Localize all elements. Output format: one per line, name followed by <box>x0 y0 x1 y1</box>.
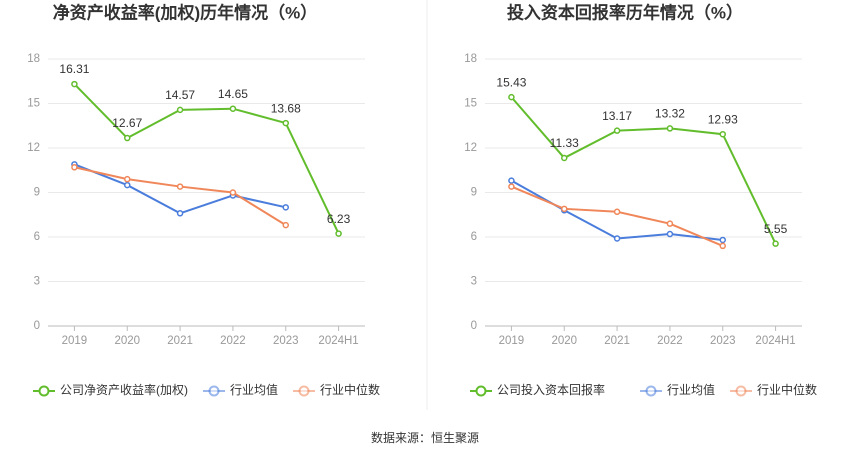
y-tick-label: 18 <box>27 53 40 65</box>
legend-label: 行业均值 <box>230 382 278 397</box>
point <box>176 183 184 190</box>
y-tick-label: 18 <box>464 53 477 65</box>
x-tick-label: 2020 <box>551 335 577 347</box>
y-tick-label: 12 <box>464 142 477 154</box>
data-label: 5.55 <box>764 222 788 236</box>
legend-marker <box>38 385 50 397</box>
point <box>124 175 131 183</box>
legend-marker <box>735 385 747 397</box>
data-label: 11.33 <box>550 136 579 150</box>
point <box>229 189 237 196</box>
point <box>282 204 289 211</box>
x-tick-label: 2024H1 <box>318 335 358 347</box>
data-label: 12.67 <box>112 116 142 130</box>
point <box>508 177 515 184</box>
point <box>71 164 78 171</box>
data-label: 13.17 <box>602 109 632 123</box>
y-tick-label: 12 <box>27 142 40 154</box>
point <box>719 130 726 138</box>
y-tick-label: 15 <box>27 98 40 110</box>
point <box>176 106 184 114</box>
legend-label: 公司投入资本回报率 <box>497 382 605 397</box>
data-label: 13.68 <box>271 101 301 115</box>
point <box>666 220 674 227</box>
point <box>719 236 726 244</box>
data-label: 6.23 <box>327 212 351 226</box>
x-tick-label: 2022 <box>657 335 683 347</box>
legend-label: 公司净资产收益率(加权) <box>60 382 188 397</box>
point <box>229 105 237 112</box>
y-tick-label: 3 <box>471 276 477 288</box>
point <box>282 119 289 127</box>
x-tick-label: 2024H1 <box>755 335 795 347</box>
chart-title: 净资产收益率(加权)历年情况（%） <box>53 2 317 22</box>
point <box>561 205 568 213</box>
y-tick-label: 9 <box>471 187 477 199</box>
point <box>666 230 674 238</box>
data-label: 14.57 <box>165 88 195 102</box>
point <box>282 221 289 229</box>
x-tick-label: 2019 <box>499 335 525 347</box>
x-tick-label: 2021 <box>604 335 630 347</box>
legend-label: 行业中位数 <box>757 382 817 397</box>
x-tick-label: 2022 <box>220 335 246 347</box>
chart-title: 投入资本回报率历年情况（%） <box>507 2 743 22</box>
y-tick-label: 6 <box>34 231 40 243</box>
y-tick-label: 15 <box>464 98 477 110</box>
point <box>666 125 674 132</box>
x-tick-label: 2023 <box>273 335 299 347</box>
y-tick-label: 0 <box>471 320 477 332</box>
legend-label: 行业中位数 <box>320 382 380 397</box>
data-label: 15.43 <box>496 75 526 89</box>
point <box>71 80 78 88</box>
x-tick-label: 2019 <box>62 335 88 347</box>
legend-marker <box>645 385 657 397</box>
series-line <box>510 96 777 245</box>
data-label: 14.65 <box>218 87 248 101</box>
x-tick-label: 2023 <box>710 335 736 347</box>
legend-marker <box>475 385 487 397</box>
y-tick-label: 6 <box>471 231 477 243</box>
data-label: 13.32 <box>655 107 685 121</box>
legend-label: 行业均值 <box>667 382 715 397</box>
legend-marker <box>298 385 310 397</box>
point <box>124 181 131 189</box>
point <box>335 230 342 237</box>
point <box>508 93 515 101</box>
y-tick-label: 3 <box>34 276 40 288</box>
series-line <box>73 83 340 235</box>
source: 数据来源：恒生聚源 <box>371 430 479 445</box>
y-tick-label: 0 <box>34 320 40 332</box>
point <box>613 208 621 216</box>
point <box>176 210 184 217</box>
point <box>124 134 131 142</box>
point <box>719 242 726 250</box>
point <box>561 154 568 162</box>
data-label: 16.31 <box>59 62 89 76</box>
point <box>772 240 779 247</box>
point <box>613 235 621 242</box>
legend-marker <box>208 385 220 397</box>
data-label: 12.93 <box>708 112 738 126</box>
x-tick-label: 2021 <box>167 335 193 347</box>
y-tick-label: 9 <box>34 187 40 199</box>
point <box>613 127 621 134</box>
point <box>508 183 515 190</box>
x-tick-label: 2020 <box>114 335 140 347</box>
